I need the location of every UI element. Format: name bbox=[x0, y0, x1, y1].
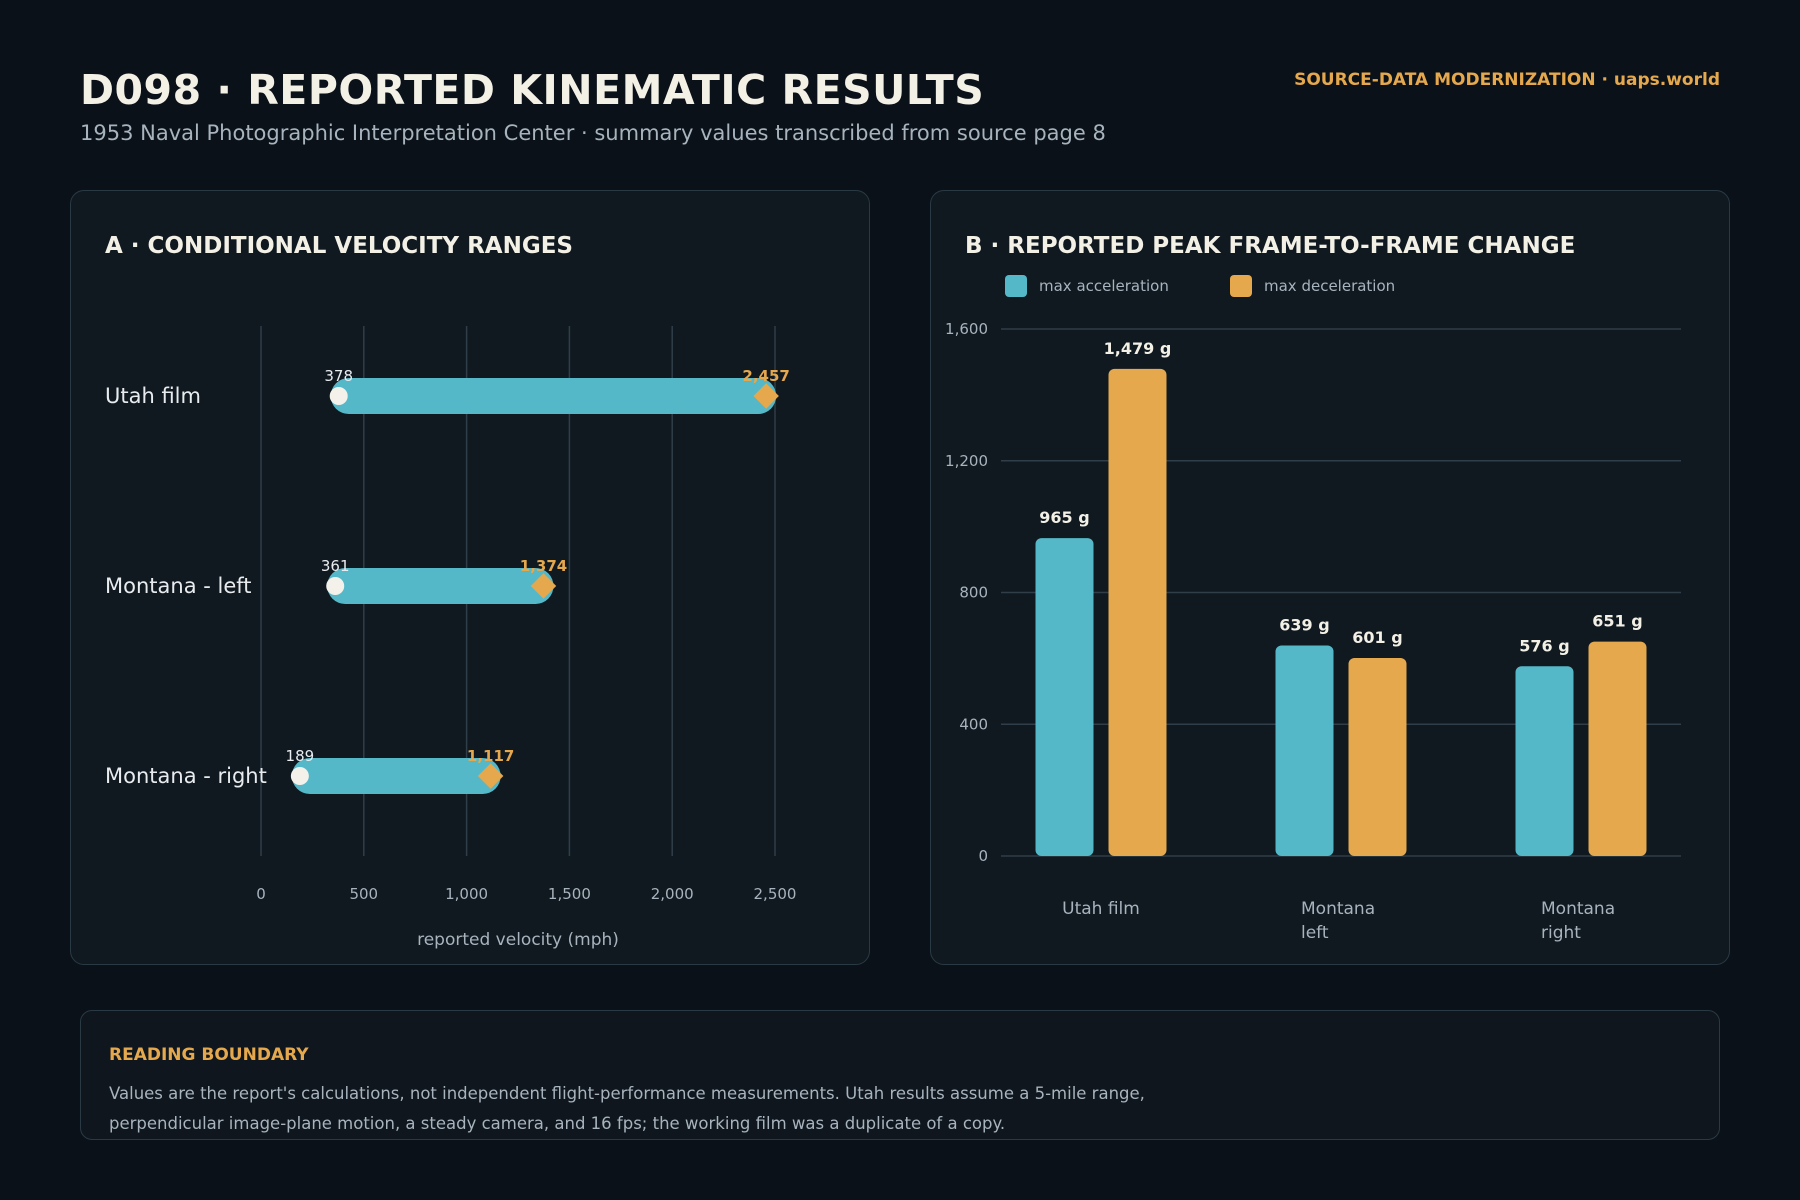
bar-value-label: 965 g bbox=[1039, 508, 1089, 527]
low-value-label: 361 bbox=[321, 557, 350, 575]
low-value-label: 189 bbox=[286, 747, 315, 765]
velocity-ranges-title: A · CONDITIONAL VELOCITY RANGES bbox=[105, 233, 573, 259]
high-value-label: 1,374 bbox=[520, 557, 567, 575]
high-marker bbox=[477, 763, 504, 789]
brand-label: SOURCE-DATA MODERNIZATION · uaps.world bbox=[1294, 70, 1720, 90]
bar-value-label: 576 g bbox=[1519, 636, 1569, 655]
low-marker bbox=[329, 387, 348, 405]
reading-boundary-box: READING BOUNDARY Values are the report's… bbox=[80, 1010, 1720, 1140]
reading-boundary-line-2: perpendicular image-plane motion, a stea… bbox=[109, 1114, 1006, 1133]
high-marker bbox=[530, 573, 557, 599]
legend-label-deceleration: max deceleration bbox=[1264, 277, 1396, 295]
bar-value-label: 651 g bbox=[1592, 612, 1642, 631]
bar bbox=[1275, 645, 1334, 856]
x-tick-label: 2,500 bbox=[754, 885, 797, 903]
y-tick-label: 1,600 bbox=[945, 320, 988, 338]
x-category-label: left bbox=[1301, 923, 1329, 943]
x-tick-label: 1,000 bbox=[445, 885, 488, 903]
bar bbox=[1108, 368, 1167, 856]
x-category-label: Utah film bbox=[1062, 899, 1140, 919]
x-category-label: Montana bbox=[1301, 899, 1375, 919]
high-marker bbox=[753, 383, 779, 409]
page-title: D098 · REPORTED KINEMATIC RESULTS bbox=[80, 66, 985, 114]
x-category-label: right bbox=[1541, 923, 1581, 943]
legend-swatch-deceleration bbox=[1230, 275, 1252, 297]
x-category-label: Montana bbox=[1541, 899, 1615, 919]
bar-value-label: 1,479 g bbox=[1104, 339, 1172, 358]
low-marker bbox=[326, 577, 345, 595]
reading-boundary-title: READING BOUNDARY bbox=[109, 1045, 309, 1065]
category-label: Montana - left bbox=[105, 574, 252, 598]
peak-change-title: B · REPORTED PEAK FRAME-TO-FRAME CHANGE bbox=[965, 233, 1576, 259]
reading-boundary-line-1: Values are the report's calculations, no… bbox=[109, 1084, 1145, 1103]
x-tick-label: 1,500 bbox=[548, 885, 591, 903]
x-axis-label: reported velocity (mph) bbox=[417, 930, 619, 950]
bar bbox=[1035, 538, 1094, 856]
low-value-label: 378 bbox=[324, 367, 353, 385]
y-tick-label: 1,200 bbox=[945, 452, 988, 470]
category-label: Utah film bbox=[105, 384, 201, 408]
x-tick-label: 2,000 bbox=[651, 885, 694, 903]
high-value-label: 2,457 bbox=[742, 367, 789, 385]
x-tick-label: 0 bbox=[256, 885, 266, 903]
bar-value-label: 601 g bbox=[1352, 628, 1402, 647]
peak-change-chart: 0 400 800 1,200 1,600 965 g 639 g 576 g 1,479 g 6… bbox=[945, 320, 1681, 943]
velocity-range-chart: 0 500 1,000 1,500 2,000 2,500 reported velocit… bbox=[105, 326, 797, 950]
velocity-ranges-panel: A · CONDITIONAL VELOCITY RANGES 0 500 1,00… bbox=[70, 190, 870, 965]
low-marker bbox=[290, 767, 309, 785]
legend-swatch-acceleration bbox=[1005, 275, 1027, 297]
y-tick-label: 0 bbox=[978, 847, 988, 865]
category-label: Montana - right bbox=[105, 764, 267, 788]
reading-boundary-text: Values are the report's calculations, no… bbox=[109, 1079, 1145, 1139]
bar bbox=[1348, 658, 1407, 856]
bar-value-label: 639 g bbox=[1279, 616, 1329, 635]
high-value-label: 1,117 bbox=[467, 747, 514, 765]
peak-change-panel: B · REPORTED PEAK FRAME-TO-FRAME CHANGE … bbox=[930, 190, 1730, 965]
y-tick-label: 800 bbox=[959, 584, 988, 602]
y-tick-label: 400 bbox=[959, 715, 988, 733]
legend-label-acceleration: max acceleration bbox=[1039, 277, 1169, 295]
page-subtitle: 1953 Naval Photographic Interpretation C… bbox=[80, 121, 1106, 145]
bar bbox=[1515, 666, 1574, 856]
bar bbox=[1588, 641, 1647, 856]
x-tick-label: 500 bbox=[349, 885, 378, 903]
